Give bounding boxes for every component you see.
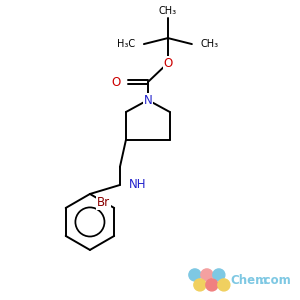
Text: O: O (112, 76, 121, 88)
Text: O: O (163, 57, 172, 70)
Text: H₃C: H₃C (117, 39, 135, 49)
Text: CH₃: CH₃ (159, 6, 177, 16)
Text: Chem: Chem (231, 274, 268, 287)
Circle shape (194, 279, 206, 291)
Circle shape (213, 269, 225, 281)
Circle shape (206, 279, 218, 291)
Circle shape (201, 269, 213, 281)
Text: Br: Br (97, 196, 110, 209)
Text: .com: .com (260, 274, 292, 287)
Text: CH₃: CH₃ (201, 39, 219, 49)
Circle shape (189, 269, 201, 281)
Text: NH: NH (129, 178, 146, 191)
Text: N: N (143, 94, 152, 106)
Circle shape (218, 279, 230, 291)
